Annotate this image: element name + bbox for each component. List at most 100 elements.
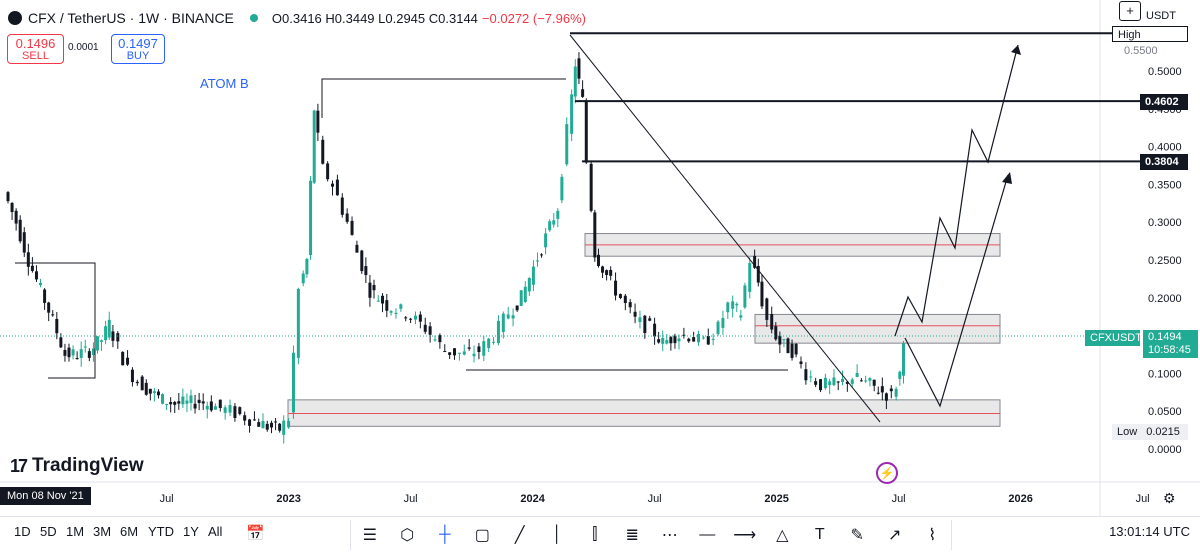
candle-body — [165, 404, 169, 406]
candle-body — [601, 266, 605, 273]
timeframe-5d[interactable]: 5D — [40, 524, 57, 539]
candle-body — [487, 338, 491, 349]
brush-icon[interactable]: ✎ — [850, 527, 864, 544]
candle-body — [850, 379, 854, 384]
candle-body — [804, 369, 808, 381]
candle-body — [372, 284, 376, 291]
candle-body — [743, 285, 747, 308]
candle-body — [643, 315, 647, 334]
candle-body — [809, 376, 813, 378]
ray-icon[interactable]: ⟶ — [733, 527, 757, 544]
candle-body — [87, 351, 91, 358]
candle-body — [438, 335, 442, 343]
candle-body — [828, 381, 832, 386]
timeframe-6m[interactable]: 6M — [120, 524, 139, 539]
candle-body — [345, 213, 349, 222]
y-tick-label: 0.0000 — [1148, 444, 1182, 456]
candle-body — [477, 346, 481, 353]
tradingview-logo[interactable]: 17 TradingView — [10, 455, 144, 477]
candle-body — [706, 336, 710, 345]
price-chart[interactable]: 0.50000.45000.40000.35000.30000.25000.20… — [0, 0, 1200, 516]
candle-body — [140, 376, 144, 391]
candle-body — [523, 286, 527, 302]
triangle-icon[interactable]: △ — [776, 527, 789, 544]
symbol-header: CFX / TetherUS · 1W · BINANCE O0.3416 H0… — [8, 8, 586, 28]
candle-body — [91, 348, 95, 356]
calendar-icon[interactable]: 📅 — [246, 525, 265, 542]
candle-body — [453, 348, 457, 356]
last-price-tag: 0.1494 10:58:45 — [1143, 330, 1198, 358]
bar-countdown: 10:58:45 — [1148, 344, 1191, 356]
candle-body — [552, 220, 556, 225]
symbol-title[interactable]: CFX / TetherUS · 1W · BINANCE — [28, 10, 234, 26]
sell-button[interactable]: 0.1496 SELL — [7, 34, 64, 64]
candle-body — [697, 333, 701, 343]
candle-body — [855, 372, 859, 377]
candle-body — [593, 212, 597, 258]
fib-icon[interactable]: ≣ — [625, 527, 639, 544]
candle-body — [687, 338, 691, 342]
candle-body — [786, 338, 790, 354]
candle-body — [565, 124, 569, 165]
drawings — [0, 32, 1140, 423]
candle-body — [282, 420, 286, 435]
timeframe-3m[interactable]: 3M — [93, 524, 112, 539]
candle-body — [472, 353, 476, 357]
candle-body — [638, 317, 642, 323]
candles — [6, 52, 905, 444]
horizontal-lines-icon[interactable]: ☰ — [362, 527, 377, 544]
range-line-2023 — [321, 78, 566, 118]
candle-body — [898, 371, 902, 379]
candle-body — [739, 315, 743, 318]
candle-body — [492, 341, 496, 343]
hline-icon[interactable]: — — [699, 526, 716, 543]
path-icon[interactable]: ⌇ — [928, 527, 937, 544]
chart-annotation-text[interactable]: ATOM B — [200, 76, 249, 91]
pattern-icon[interactable]: ⬡ — [400, 527, 415, 544]
lightning-icon[interactable]: ⚡ — [876, 462, 898, 484]
timeframe-1y[interactable]: 1Y — [183, 524, 199, 539]
text-icon[interactable]: T — [814, 526, 825, 543]
candle-body — [197, 399, 201, 404]
timeframe-1d[interactable]: 1D — [14, 524, 31, 539]
candle-body — [228, 405, 232, 413]
candle-body — [368, 282, 372, 298]
currency-label[interactable]: USDT — [1146, 10, 1176, 22]
candle-body — [278, 423, 282, 431]
timeframe-all[interactable]: All — [208, 524, 223, 539]
trendline-icon[interactable]: ╱ — [514, 527, 525, 544]
crosshair-icon[interactable]: ┼ — [439, 526, 451, 543]
timeframe-ytd[interactable]: YTD — [148, 524, 174, 539]
candle-body — [836, 381, 840, 383]
gear-icon[interactable]: ⚙ — [1163, 490, 1176, 506]
clock: 13:01:14 UTC — [1109, 524, 1190, 539]
projection-icon[interactable]: ↗ — [888, 527, 902, 544]
bar-pattern-icon[interactable]: ⫿ — [592, 526, 598, 543]
candle-body — [389, 311, 393, 313]
candle-body — [894, 388, 898, 397]
timeframe-1m[interactable]: 1M — [66, 524, 85, 539]
x-tick-label: 2026 — [1008, 493, 1032, 505]
y-tick-label: 0.2500 — [1148, 255, 1182, 267]
candle-body — [252, 419, 256, 421]
add-icon[interactable]: + — [1119, 1, 1141, 21]
candle-body — [135, 381, 139, 384]
cursor-icon[interactable]: │ — [552, 526, 563, 543]
candle-body — [669, 337, 673, 344]
buy-button[interactable]: 0.1497 BUY — [111, 34, 165, 64]
candle-body — [501, 313, 505, 332]
candle-body — [665, 340, 669, 344]
candle-body — [34, 271, 38, 280]
candle-body — [63, 349, 67, 356]
measure-icon[interactable]: ⋯ — [661, 527, 678, 544]
candle-body — [43, 289, 47, 303]
candle-body — [845, 381, 849, 384]
candle-body — [193, 403, 197, 409]
candle-body — [83, 346, 87, 348]
candle-body — [482, 341, 486, 356]
rectangle-icon[interactable]: ▢ — [474, 527, 490, 544]
candle-body — [201, 401, 205, 404]
candle-body — [409, 318, 413, 320]
candle-body — [731, 301, 735, 309]
candle-body — [305, 258, 309, 275]
